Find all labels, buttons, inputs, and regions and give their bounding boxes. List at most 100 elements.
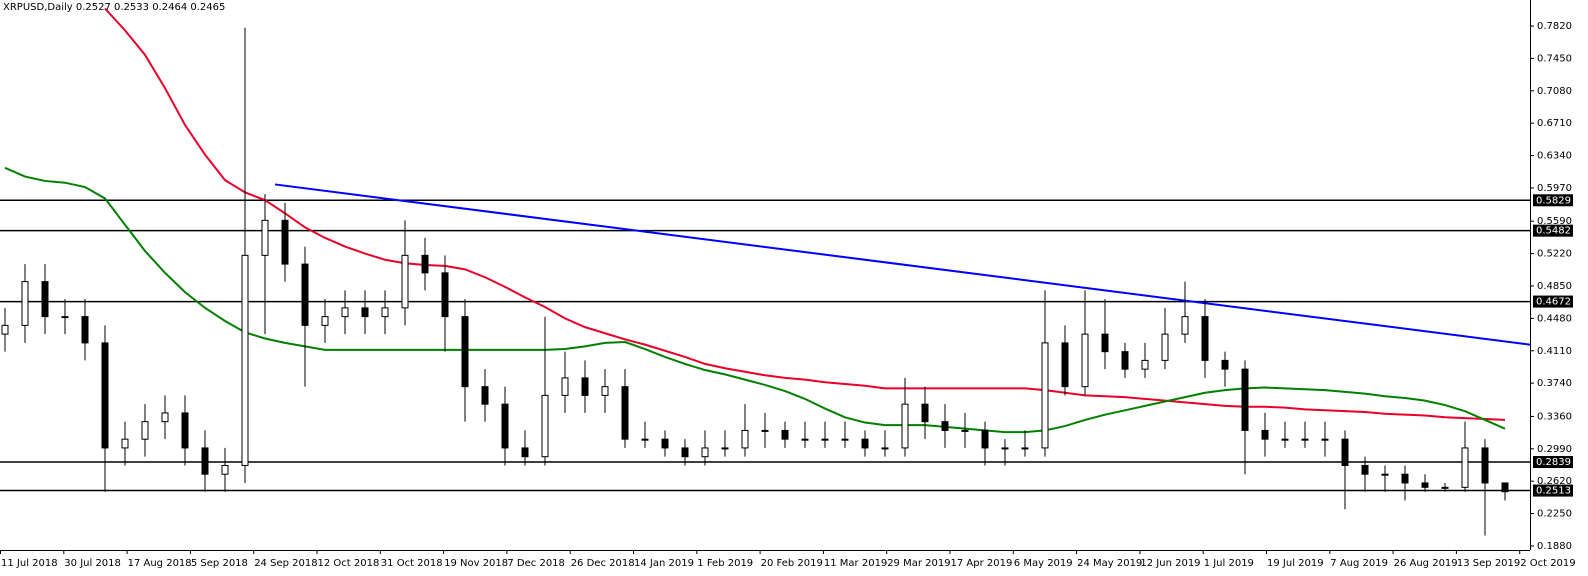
candle-body bbox=[1341, 438, 1349, 466]
level-label: 0.5482 bbox=[1536, 226, 1571, 237]
candle-body bbox=[1141, 359, 1149, 370]
candle-body bbox=[1441, 486, 1449, 489]
candle-body bbox=[1461, 447, 1469, 488]
y-tick-label: 0.6340 bbox=[1537, 151, 1572, 162]
candle-body bbox=[461, 316, 469, 388]
x-tick-label: 19 Nov 2018 bbox=[444, 558, 508, 569]
candle-body bbox=[301, 263, 309, 326]
candle-body bbox=[241, 254, 249, 466]
y-tick-label: 0.2250 bbox=[1537, 509, 1572, 520]
level-label: 0.2839 bbox=[1536, 457, 1571, 468]
candle-body bbox=[1081, 333, 1089, 388]
candle-body bbox=[401, 254, 409, 309]
candle-body bbox=[621, 386, 629, 440]
candle-body bbox=[321, 316, 329, 326]
x-tick-label: 1 Feb 2019 bbox=[697, 558, 753, 569]
candle-body bbox=[281, 219, 289, 265]
trendline bbox=[274, 183, 1530, 346]
candle-body bbox=[1041, 342, 1049, 449]
x-tick-label: 2 Oct 2019 bbox=[1520, 558, 1575, 569]
candle-body bbox=[1261, 429, 1269, 440]
candle-body bbox=[821, 438, 829, 441]
candle-body bbox=[121, 438, 129, 449]
x-tick-label: 30 Jul 2018 bbox=[64, 558, 121, 569]
candle-body bbox=[1281, 438, 1289, 441]
candle-body bbox=[261, 219, 269, 256]
y-tick-label: 0.3740 bbox=[1537, 378, 1572, 389]
candle-body bbox=[1121, 351, 1129, 370]
candle-body bbox=[381, 307, 389, 318]
candle-body bbox=[861, 438, 869, 449]
candle-body bbox=[1481, 447, 1489, 484]
y-tick-label: 0.5970 bbox=[1537, 183, 1572, 194]
candle-body bbox=[1061, 342, 1069, 388]
level-label: 0.5829 bbox=[1536, 195, 1571, 206]
x-tick-label: 12 Oct 2018 bbox=[318, 558, 380, 569]
candle-body bbox=[361, 307, 369, 318]
level-label-box bbox=[1533, 194, 1573, 207]
x-tick-label: 13 Sep 2019 bbox=[1457, 558, 1520, 569]
x-tick-label: 26 Dec 2018 bbox=[571, 558, 635, 569]
candle-body bbox=[1321, 438, 1329, 441]
candle-body bbox=[61, 316, 69, 319]
level-label-box bbox=[1533, 295, 1573, 308]
candle-body bbox=[341, 307, 349, 318]
candle-body bbox=[1, 324, 9, 335]
candle-body bbox=[781, 429, 789, 440]
candle-body bbox=[681, 447, 689, 458]
y-tick-label: 0.7820 bbox=[1537, 21, 1572, 32]
candle-body bbox=[1501, 482, 1509, 493]
y-tick-label: 0.4110 bbox=[1537, 346, 1572, 357]
plot-area bbox=[0, 7, 1530, 536]
x-tick-label: 6 May 2019 bbox=[1014, 558, 1073, 569]
candle-body bbox=[41, 281, 49, 318]
y-tick-label: 0.7450 bbox=[1537, 53, 1572, 64]
candle-body bbox=[641, 438, 649, 441]
x-tick-label: 17 Apr 2019 bbox=[951, 558, 1013, 569]
candle-body bbox=[961, 429, 969, 432]
moving-average bbox=[104, 7, 1506, 421]
candle-body bbox=[1221, 359, 1229, 370]
candle-body bbox=[221, 464, 229, 475]
candle-body bbox=[1021, 447, 1029, 450]
candle-body bbox=[1101, 333, 1109, 353]
x-tick-label: 24 May 2019 bbox=[1077, 558, 1142, 569]
x-tick-label: 24 Sep 2018 bbox=[254, 558, 317, 569]
x-tick-label: 7 Aug 2019 bbox=[1330, 558, 1388, 569]
candle-body bbox=[1201, 316, 1209, 361]
candle-body bbox=[661, 438, 669, 449]
x-tick-label: 1 Jul 2019 bbox=[1204, 558, 1254, 569]
candle-body bbox=[1301, 438, 1309, 441]
level-label-box bbox=[1533, 484, 1573, 497]
candle-body bbox=[901, 403, 909, 449]
candle-body bbox=[1361, 464, 1369, 475]
candle-body bbox=[481, 386, 489, 405]
level-label: 0.4672 bbox=[1536, 297, 1571, 308]
y-tick-label: 0.2990 bbox=[1537, 444, 1572, 455]
candle-body bbox=[161, 412, 169, 423]
level-label-box bbox=[1533, 224, 1573, 237]
candle-body bbox=[1421, 482, 1429, 488]
candle-body bbox=[881, 447, 889, 450]
x-tick-label: 5 Sep 2018 bbox=[191, 558, 248, 569]
y-tick-label: 0.6710 bbox=[1537, 118, 1572, 129]
y-tick-label: 0.5590 bbox=[1537, 216, 1572, 227]
x-tick-label: 29 Mar 2019 bbox=[887, 558, 950, 569]
candle-body bbox=[721, 447, 729, 450]
y-tick-label: 0.5220 bbox=[1537, 249, 1572, 260]
candle-body bbox=[841, 438, 849, 441]
candle-body bbox=[701, 447, 709, 458]
x-tick-label: 11 Mar 2019 bbox=[824, 558, 887, 569]
y-tick-label: 0.1880 bbox=[1537, 541, 1572, 552]
candle-body bbox=[1401, 473, 1409, 484]
y-tick-label: 0.4480 bbox=[1537, 313, 1572, 324]
candle-body bbox=[581, 377, 589, 396]
candle-body bbox=[1381, 473, 1389, 476]
candle-body bbox=[441, 272, 449, 318]
x-tick-label: 11 Jul 2018 bbox=[1, 558, 58, 569]
candle-body bbox=[1241, 368, 1249, 431]
candle-body bbox=[1001, 447, 1009, 450]
x-tick-label: 19 Jul 2019 bbox=[1267, 558, 1324, 569]
